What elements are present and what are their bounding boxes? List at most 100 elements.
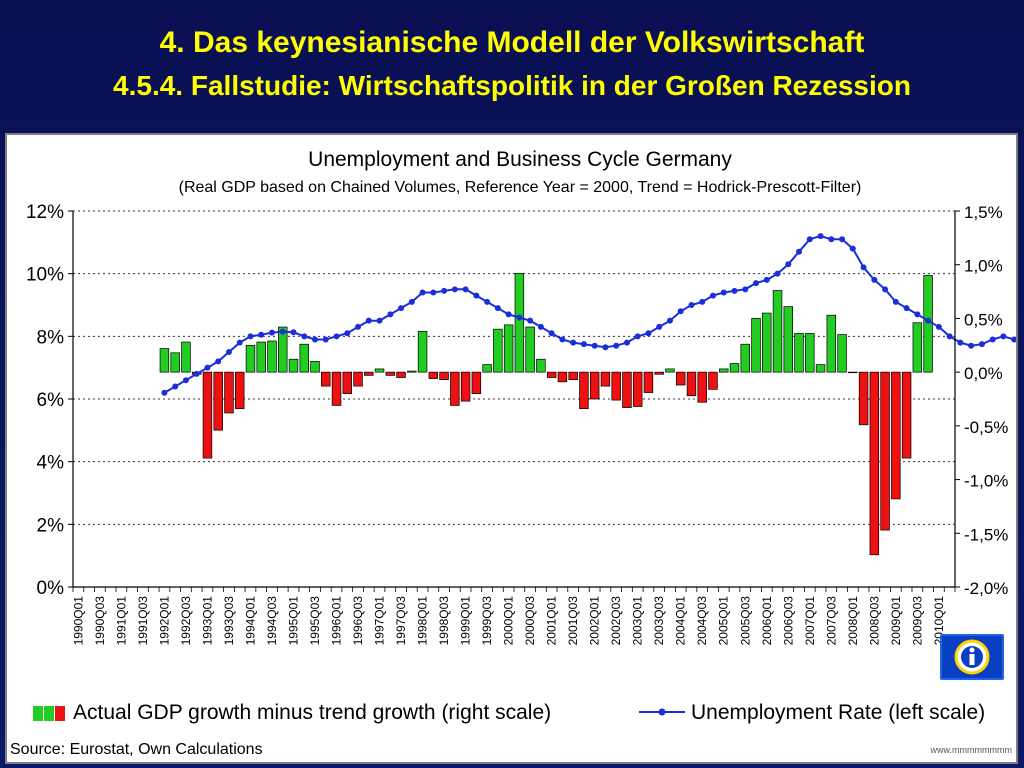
bar	[364, 371, 374, 376]
source-note: Source: Eurostat, Own Calculations	[10, 741, 263, 758]
axes: 0% 2% 4% 6% 8% 10% 12% -2,0% -1,5% -1,0% -0,5% 0,0%…	[26, 202, 1008, 645]
line-point	[580, 341, 587, 348]
line-point	[570, 339, 577, 346]
line-point	[785, 261, 792, 268]
x-tick-label: 2009Q01	[889, 596, 903, 646]
line-point	[623, 339, 630, 346]
legend-swatch-line	[639, 708, 685, 716]
bar	[611, 371, 621, 401]
x-tick-label: 2004Q01	[674, 596, 688, 646]
line-point	[591, 342, 598, 349]
line-point	[688, 302, 695, 308]
x-tick-label: 1990Q01	[71, 596, 85, 646]
slide-subtitle: 4.5.4. Fallstudie: Wirtschaftspolitik in…	[113, 70, 911, 101]
bar	[471, 371, 482, 394]
right-tick-label: -1,5%	[964, 525, 1008, 544]
x-tick-label: 1994Q01	[244, 596, 258, 646]
left-tick-label: 4%	[37, 453, 65, 474]
line-point	[365, 317, 372, 324]
line-point	[720, 289, 727, 296]
line-point	[774, 270, 781, 277]
x-tick-label: 1993Q03	[222, 596, 236, 646]
bar	[772, 290, 783, 373]
chart-panel: Unemployment and Business Cycle Germany …	[5, 133, 1018, 764]
bar	[826, 314, 837, 373]
line-point	[957, 339, 964, 346]
x-tick-label: 2005Q01	[717, 596, 731, 646]
info-button[interactable]	[940, 634, 1004, 680]
x-tick-label: 1995Q03	[308, 596, 322, 646]
line-point	[236, 339, 243, 346]
bar	[213, 371, 223, 431]
line-point	[699, 298, 706, 305]
right-tick-label: -1,0%	[964, 472, 1008, 491]
slide-title: 4. Das keynesianische Modell der Volkswi…	[159, 26, 865, 59]
line-point	[742, 286, 749, 293]
x-tick-label: 1991Q01	[114, 596, 128, 646]
line-point	[516, 314, 523, 321]
line-point	[441, 287, 448, 294]
line-point	[645, 330, 652, 337]
x-tick-label: 2006Q03	[781, 596, 795, 646]
x-tick-label: 2008Q01	[846, 596, 860, 646]
x-tick-label: 2007Q01	[803, 596, 817, 646]
x-tick-label: 1994Q03	[265, 596, 279, 646]
x-tick-label: 1997Q03	[394, 596, 408, 646]
x-tick-label: 2008Q03	[867, 596, 881, 646]
line-point	[247, 333, 254, 340]
line-point	[225, 349, 232, 355]
bar	[858, 371, 869, 426]
bar	[310, 361, 320, 373]
bar	[740, 343, 750, 373]
bar	[482, 364, 492, 373]
line-point	[731, 287, 738, 294]
line-point	[279, 328, 286, 335]
line-point	[268, 329, 275, 336]
bar	[891, 371, 901, 500]
bar	[503, 324, 514, 373]
line-point	[451, 286, 458, 293]
line-point	[419, 289, 426, 296]
line-point	[387, 311, 394, 318]
bar	[256, 341, 266, 373]
line-point	[527, 317, 534, 324]
x-tick-label: 2003Q01	[631, 596, 645, 646]
bar	[880, 371, 890, 531]
bar	[525, 326, 535, 373]
x-tick-label: 1998Q03	[437, 596, 451, 646]
bar	[589, 371, 600, 400]
bar	[632, 371, 643, 407]
chart: Unemployment and Business Cycle Germany …	[26, 148, 1016, 645]
line-point	[892, 298, 899, 305]
bar	[546, 371, 557, 378]
line-point	[677, 308, 684, 315]
line-point	[398, 305, 405, 312]
line-point	[1000, 333, 1007, 340]
line-series	[161, 233, 1016, 396]
bar	[869, 371, 880, 556]
x-tick-label: 1992Q03	[179, 596, 193, 646]
bar	[342, 371, 353, 394]
bar	[579, 371, 589, 410]
bar	[751, 318, 761, 373]
bar	[643, 371, 654, 393]
bar	[557, 371, 568, 383]
bar	[267, 340, 277, 373]
left-tick-label: 2%	[37, 515, 65, 536]
line-point	[709, 292, 716, 299]
line-point	[484, 298, 491, 305]
bar	[923, 275, 933, 373]
bar	[783, 306, 794, 373]
line-point	[344, 330, 351, 337]
bar	[815, 364, 826, 373]
line-point	[903, 305, 910, 312]
x-tick-label: 2007Q03	[824, 596, 838, 646]
x-tick-label: 1999Q01	[459, 596, 473, 646]
bar	[568, 371, 578, 381]
bar	[299, 343, 309, 373]
x-tick-label: 2003Q03	[652, 596, 666, 646]
bar	[622, 371, 632, 408]
x-tick-label: 1996Q03	[351, 596, 365, 646]
bar	[708, 371, 718, 390]
bar	[170, 352, 180, 373]
